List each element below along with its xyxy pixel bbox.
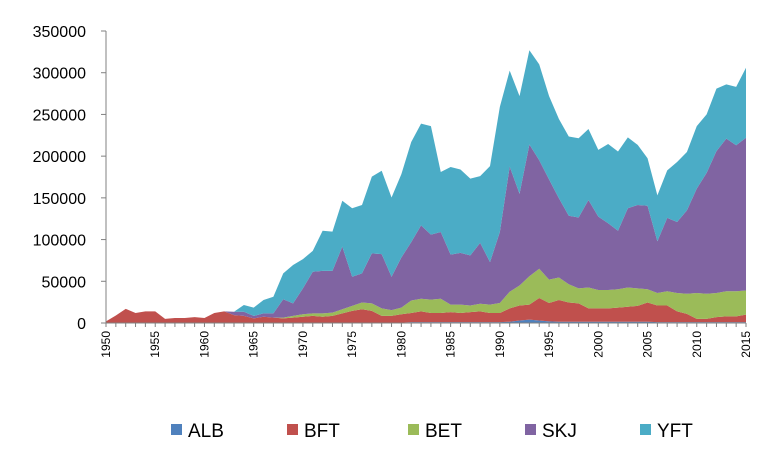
- area-series-skj: [106, 137, 746, 322]
- x-axis-ticks: 1950 1955 1960 1965 1970 1975 1980 1985 1990 1995…: [99, 323, 753, 358]
- y-tick-label: 200000: [33, 149, 86, 166]
- y-tick-label: 150000: [33, 191, 86, 208]
- legend-swatch-alb: [171, 424, 182, 435]
- legend-swatch-yft: [640, 424, 651, 435]
- area-series-bft: [106, 297, 746, 323]
- x-tick-label: 1995: [542, 331, 556, 358]
- y-tick-label: 100000: [33, 233, 86, 250]
- y-tick-label: 50000: [42, 274, 87, 291]
- y-tick-label: 300000: [33, 66, 86, 83]
- axes: [105, 31, 746, 324]
- legend-label-bft: BFT: [304, 421, 340, 442]
- x-tick-label: 1975: [345, 331, 359, 358]
- y-axis-ticks: 0 50000 100000 150000 200000 250000 300000 3500…: [33, 24, 106, 333]
- y-tick-label: 250000: [33, 107, 86, 124]
- legend-swatch-bet: [408, 424, 419, 435]
- area-series-bet: [106, 268, 746, 322]
- legend-label-bet: BET: [425, 421, 462, 442]
- x-tick-label: 1965: [247, 331, 261, 358]
- plot-areas: [106, 50, 746, 323]
- legend-label-yft: YFT: [657, 421, 693, 442]
- y-tick-label: 350000: [33, 24, 86, 41]
- x-tick-label: 2010: [690, 331, 704, 358]
- area-series-alb: [106, 319, 746, 323]
- x-tick-label: 2005: [641, 331, 655, 358]
- x-tick-label: 2000: [591, 331, 605, 358]
- legend: ALB BFT BET SKJ YFT: [171, 421, 693, 442]
- x-tick-label: 2015: [739, 331, 753, 358]
- x-tick-label: 1980: [394, 331, 408, 358]
- y-tick-label: 0: [77, 316, 86, 333]
- legend-label-alb: ALB: [188, 421, 224, 442]
- x-tick-label: 1985: [444, 331, 458, 358]
- x-tick-label: 1960: [197, 331, 211, 358]
- x-tick-label: 1970: [296, 331, 310, 358]
- legend-swatch-skj: [525, 424, 536, 435]
- x-tick-label: 1990: [493, 331, 507, 358]
- legend-swatch-bft: [287, 424, 298, 435]
- x-tick-label: 1955: [148, 331, 162, 358]
- legend-label-skj: SKJ: [542, 421, 577, 442]
- x-tick-label: 1950: [99, 331, 113, 358]
- area-series-yft: [106, 50, 746, 322]
